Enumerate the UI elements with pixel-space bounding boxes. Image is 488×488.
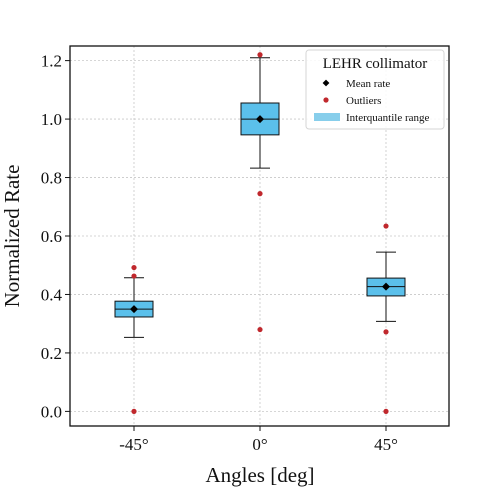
legend-title: LEHR collimator xyxy=(323,56,428,72)
x-tick-label: 0° xyxy=(252,435,267,454)
legend-mean-marker xyxy=(322,79,330,87)
x-tick-label: 45° xyxy=(374,435,398,454)
y-tick-label: 0.6 xyxy=(41,227,62,246)
y-tick-label: 0.4 xyxy=(41,285,63,304)
outlier-point xyxy=(383,223,389,229)
y-tick-label: 0.8 xyxy=(41,169,62,188)
outlier-point xyxy=(131,408,137,414)
legend-item-outliers: Outliers xyxy=(323,95,381,107)
outlier-point xyxy=(257,326,263,333)
legend-item-mean: Mean rate xyxy=(322,78,390,90)
outlier-point xyxy=(383,408,389,414)
outlier-point xyxy=(131,264,137,271)
legend-label: Interquantile range xyxy=(346,112,429,124)
y-tick-label: 1.0 xyxy=(41,110,62,129)
legend-frame xyxy=(305,49,445,130)
box-group xyxy=(240,57,280,169)
outlier-point xyxy=(257,52,263,58)
boxes-layer xyxy=(114,57,406,338)
y-tick-label: 0.2 xyxy=(41,344,62,363)
mean-marker xyxy=(256,115,264,124)
outlier-point xyxy=(383,329,389,335)
y-axis-title: Normalized Rate xyxy=(0,165,24,308)
legend-label: Outliers xyxy=(346,95,381,107)
legend: LEHR collimator Mean rate Outliers Interqu… xyxy=(305,49,445,130)
y-tick-label: 1.2 xyxy=(41,52,62,71)
outlier-point xyxy=(131,273,137,279)
x-axis-title: Angles [deg] xyxy=(205,463,314,487)
x-tick-label: -45° xyxy=(119,435,148,454)
legend-item-iqr: Interquantile range xyxy=(314,112,429,124)
y-tick-label: 0.0 xyxy=(41,402,62,421)
legend-outlier-marker xyxy=(323,97,329,103)
points-layer xyxy=(130,52,390,414)
legend-iqr-patch xyxy=(314,113,340,121)
legend-label: Mean rate xyxy=(346,78,390,90)
outlier-point xyxy=(257,191,263,197)
legend-items: Mean rate Outliers Interquantile range xyxy=(314,78,429,124)
mean-marker xyxy=(382,282,390,291)
axes-layer: 0.0 0.2 0.4 0.6 0.8 1.0 1.2 -45° 0° 45° xyxy=(41,52,398,454)
mean-marker xyxy=(130,305,138,314)
